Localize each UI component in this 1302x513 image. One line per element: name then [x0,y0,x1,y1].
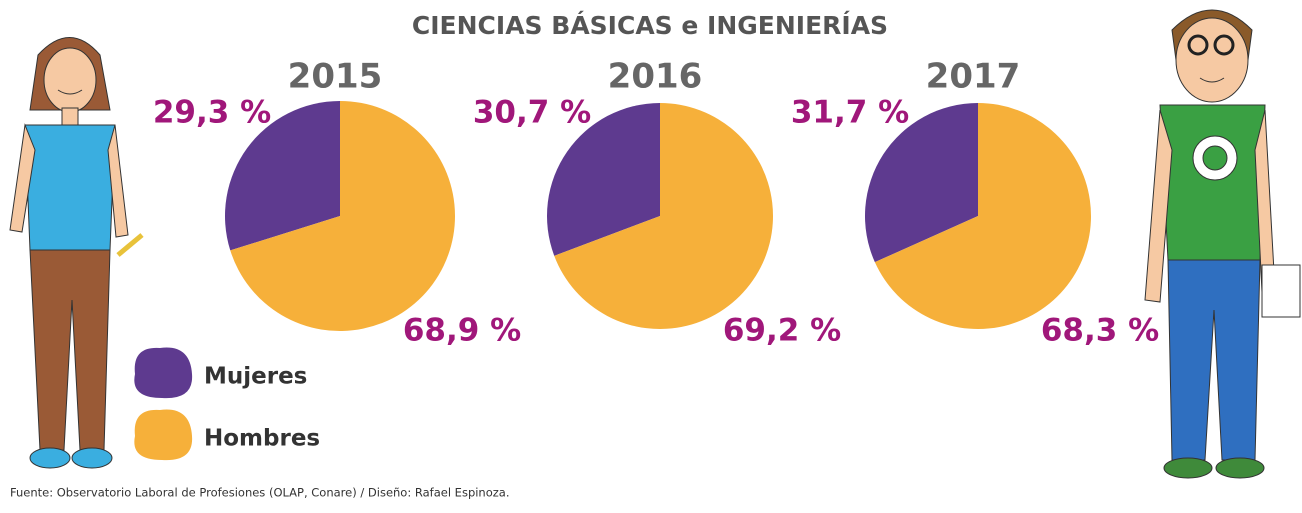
value-label: 30,7 % [473,95,591,131]
legend-label: Mujeres [204,364,307,390]
value-label: 68,9 % [403,313,521,349]
pie-title: 2015 [288,57,383,97]
pie-title: 2017 [926,57,1021,97]
pie-title: 2016 [608,57,703,97]
source: Fuente: Observatorio Laboral de Profesio… [10,486,510,500]
legend-swatch [134,347,193,399]
value-label: 68,3 % [1041,313,1159,349]
pie-slice [554,103,774,329]
pie-slice [546,103,660,256]
value-label: 29,3 % [153,95,271,131]
pie-slice [225,101,340,251]
legend-label: Hombres [204,426,320,452]
pie-slice [230,101,455,331]
title: CIENCIAS BÁSICAS e INGENIERÍAS [412,11,888,40]
value-label: 69,2 % [723,313,841,349]
pie-slice [865,103,978,263]
man-figure [1144,9,1301,479]
value-label: 31,7 % [791,95,909,131]
legend-swatch [134,409,193,461]
woman-figure [9,37,144,469]
pie-slice [874,103,1091,330]
